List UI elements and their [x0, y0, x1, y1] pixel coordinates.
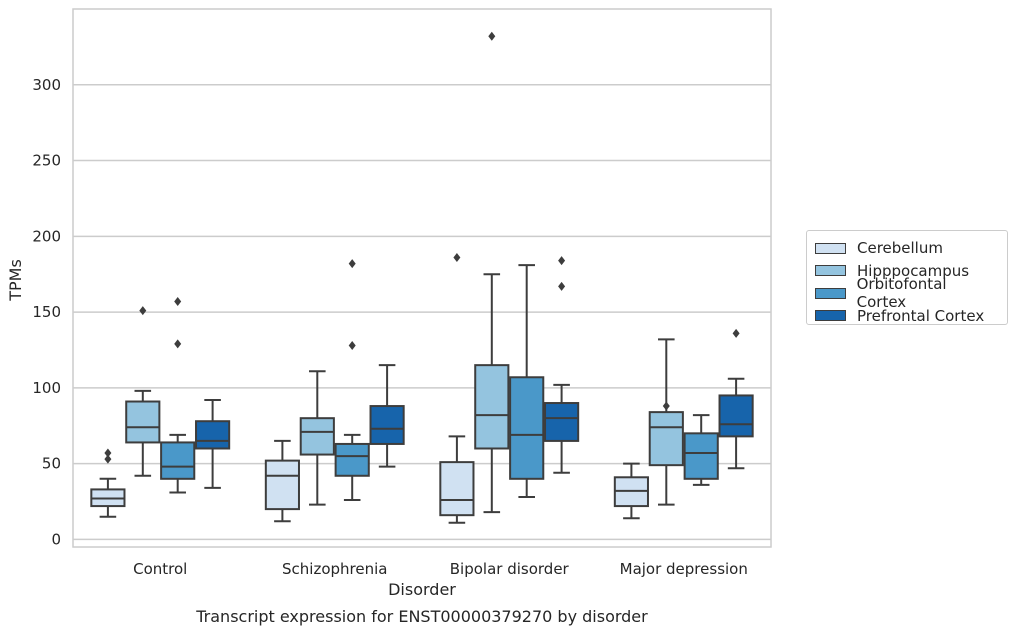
- box-body: [160, 441, 196, 480]
- box-body: [718, 394, 754, 438]
- outlier-point: [104, 454, 112, 464]
- legend-item: Orbitofontal Cortex: [815, 275, 999, 311]
- outlier-point: [558, 256, 566, 266]
- box-hipppocampus: [648, 338, 684, 506]
- legend-label: Prefrontal Cortex: [857, 306, 985, 325]
- legend-item: Hipppocampus: [815, 260, 999, 283]
- legend-label: Hipppocampus: [857, 261, 970, 280]
- x-axis-label: Disorder: [388, 580, 456, 599]
- box-orbitofontal-cortex: [683, 414, 719, 486]
- legend: Cerebellum Hipppocampus Orbitofontal Corte…: [806, 230, 1008, 325]
- legend-item: Cerebellum: [815, 237, 999, 260]
- box-orbitofontal-cortex: [509, 264, 545, 498]
- outlier-point: [174, 296, 182, 306]
- box-body: [125, 400, 161, 444]
- box-body: [334, 442, 370, 477]
- legend-label: Cerebellum: [857, 239, 943, 258]
- outlier-point: [348, 259, 356, 269]
- y-tick-label: 100: [32, 379, 61, 397]
- box-body: [299, 417, 335, 456]
- outlier-point: [139, 306, 147, 316]
- y-tick-label: 0: [51, 530, 61, 548]
- box-hipppocampus: [474, 31, 510, 514]
- box-body: [544, 402, 580, 442]
- box-body: [474, 364, 510, 450]
- box-prefrontal-cortex: [195, 398, 231, 489]
- x-tick-label: Bipolar disorder: [450, 560, 570, 578]
- outlier-point: [453, 253, 461, 263]
- y-tick-label: 50: [42, 455, 61, 473]
- outlier-point: [348, 340, 356, 350]
- figure-caption: Transcript expression for ENST0000037927…: [195, 607, 648, 626]
- box-cerebellum: [439, 253, 475, 524]
- legend-label: Orbitofontal Cortex: [856, 275, 947, 312]
- outlier-point: [174, 339, 182, 349]
- outlier-point: [662, 401, 670, 411]
- box-body: [683, 432, 719, 480]
- y-tick-label: 300: [32, 76, 61, 94]
- legend-swatch: [815, 242, 846, 254]
- box-body: [264, 459, 300, 511]
- box-hipppocampus: [299, 370, 335, 506]
- box-cerebellum: [613, 462, 649, 520]
- box-body: [648, 411, 684, 467]
- x-tick-label: Control: [133, 560, 187, 578]
- box-orbitofontal-cortex: [160, 296, 196, 494]
- y-tick-labels: 0 50 100 150 200 250 300: [32, 76, 61, 549]
- outlier-point: [488, 31, 496, 41]
- box-orbitofontal-cortex: [334, 259, 370, 502]
- box-body: [369, 405, 405, 445]
- plot-area-frame: [72, 8, 772, 548]
- legend-swatch: [815, 310, 846, 322]
- legend-swatch: [815, 265, 846, 277]
- box-cerebellum: [264, 439, 300, 523]
- x-tick-labels: Control Schizophrenia Bipolar disorder Majo…: [133, 560, 748, 578]
- outlier-point: [558, 281, 566, 291]
- y-tick-label: 250: [32, 152, 61, 170]
- box-body: [195, 420, 231, 450]
- y-axis-label: TPMs: [6, 259, 25, 302]
- legend-swatch: [815, 287, 846, 299]
- box-prefrontal-cortex: [369, 364, 405, 468]
- y-tick-label: 150: [32, 303, 61, 321]
- y-tick-label: 200: [32, 227, 61, 245]
- box-cerebellum: [90, 448, 126, 518]
- x-tick-label: Major depression: [620, 560, 748, 578]
- box-prefrontal-cortex: [544, 256, 580, 474]
- boxes: [90, 31, 754, 524]
- outlier-point: [104, 448, 112, 458]
- outlier-point: [732, 328, 740, 338]
- box-body: [509, 376, 545, 480]
- box-hipppocampus: [125, 306, 161, 477]
- legend-item: Prefrontal Cortex: [815, 305, 999, 328]
- box-body: [439, 461, 475, 517]
- box-prefrontal-cortex: [718, 328, 754, 470]
- x-tick-label: Schizophrenia: [282, 560, 387, 578]
